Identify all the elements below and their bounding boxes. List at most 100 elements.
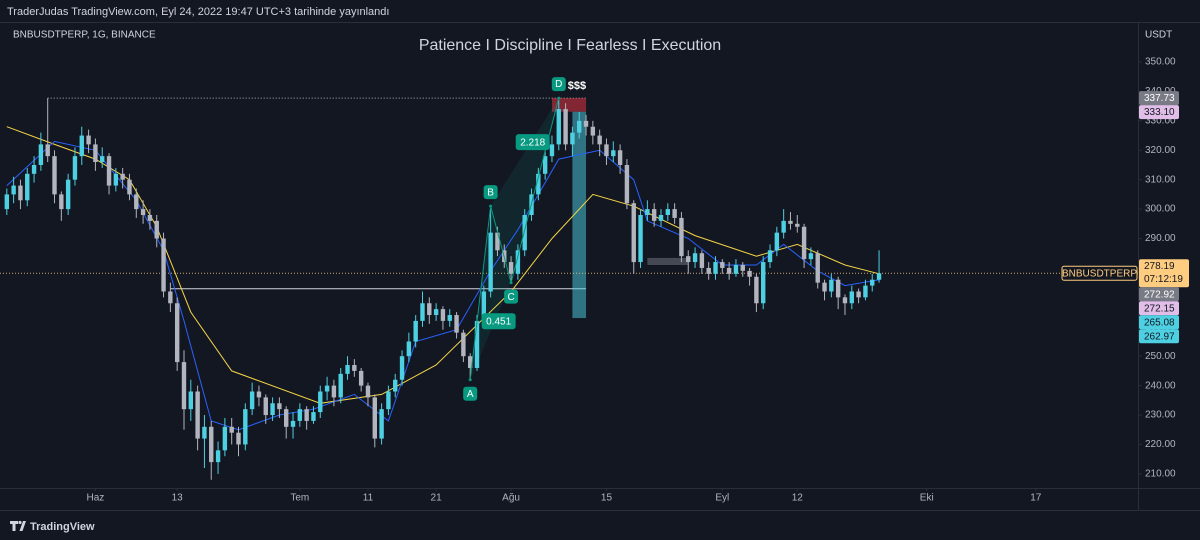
candle-body	[413, 320, 418, 342]
x-tick-label: 17	[1030, 493, 1042, 504]
zone-box	[647, 257, 689, 266]
ratio-label-box	[481, 313, 516, 330]
pattern-label: C	[507, 292, 514, 303]
x-tick-label: Haz	[87, 493, 105, 504]
candle-body	[86, 135, 91, 145]
candle-body	[202, 426, 207, 439]
zone-box	[572, 111, 587, 319]
candle-body	[79, 135, 84, 157]
candle-body	[393, 379, 398, 392]
candle-body	[65, 179, 71, 210]
plot-area	[0, 96, 1138, 480]
candle-body	[583, 120, 589, 127]
price-label-box	[1139, 91, 1179, 106]
candle-body	[467, 356, 473, 368]
x-tick-label: 21	[431, 493, 443, 504]
candle-body	[188, 391, 194, 410]
candle-body	[870, 279, 875, 286]
candle-body	[113, 173, 119, 186]
candle-body	[358, 370, 364, 386]
candle-body	[4, 194, 10, 210]
candle-body	[140, 209, 146, 215]
pattern-point	[489, 204, 493, 208]
candle-body	[181, 362, 187, 410]
candle-body	[440, 309, 446, 321]
pattern-point	[468, 378, 472, 382]
candle-body	[617, 150, 623, 165]
candle-body	[52, 156, 57, 195]
brand-icon	[10, 521, 26, 531]
candle-body	[829, 279, 834, 292]
y-tick-label: 310.00	[1145, 174, 1176, 185]
candle-body	[311, 412, 316, 421]
candle-body	[174, 303, 180, 363]
candle-body	[856, 291, 861, 298]
x-tick-label: 11	[363, 493, 374, 504]
candle-body	[863, 285, 868, 298]
candle-body	[38, 144, 44, 165]
pattern-label-box	[463, 386, 478, 401]
candle-body	[93, 144, 98, 163]
candle-body	[127, 179, 132, 195]
pattern-label: B	[487, 187, 494, 198]
ratio-label: 0.451	[486, 316, 511, 327]
candle-body	[215, 450, 221, 463]
price-label-box	[1139, 329, 1179, 344]
candle-body	[284, 409, 289, 427]
pattern-label-box	[504, 289, 519, 304]
price-label-box	[1139, 287, 1179, 302]
candle-body	[686, 256, 691, 263]
price-label: 337.73	[1144, 93, 1175, 104]
price-label-box	[1139, 301, 1179, 316]
candle-body	[795, 223, 800, 227]
candle-body	[379, 409, 384, 439]
candle-body	[59, 194, 64, 210]
candle-body	[134, 194, 139, 210]
candle-body	[331, 385, 337, 398]
pattern-point	[557, 96, 561, 100]
candle-body	[495, 232, 500, 251]
published-note: TraderJudas TradingView.com, Eyl 24, 202…	[7, 6, 389, 18]
x-tick-label: 15	[601, 493, 613, 504]
price-label: 262.97	[1144, 331, 1175, 342]
candle-body	[372, 397, 377, 439]
candle-body	[604, 144, 609, 157]
candle-body	[399, 356, 405, 380]
price-label: 265.08	[1144, 317, 1175, 328]
candle-body	[692, 253, 698, 263]
candle-body	[11, 185, 16, 195]
candle-body	[508, 262, 514, 274]
candle-body	[522, 214, 527, 251]
candle-body	[481, 291, 487, 321]
y-tick-label: 320.00	[1145, 145, 1176, 156]
candle-body	[542, 156, 548, 174]
symbol-info: BNBUSDTPERP, 1G, BINANCE	[13, 30, 156, 41]
candle-body	[570, 132, 575, 145]
candle-body	[815, 253, 820, 283]
price-label: 333.10	[1144, 107, 1175, 118]
candle-body	[106, 156, 112, 186]
candle-body	[699, 253, 705, 268]
candle-body	[447, 315, 452, 321]
candle-body	[761, 262, 766, 304]
candle-body	[304, 409, 309, 421]
y-tick-label: 300.00	[1145, 204, 1176, 215]
candle-body	[25, 173, 30, 201]
candle-body	[754, 276, 759, 304]
candle-body	[474, 320, 480, 368]
brand-name: TradingView	[30, 521, 95, 533]
candle-body	[420, 303, 425, 321]
brand-logo: TradingView	[10, 520, 95, 533]
y-tick-label: 240.00	[1145, 380, 1176, 391]
candle-body	[154, 220, 159, 239]
candle-body	[100, 156, 105, 163]
candle-body	[222, 426, 228, 451]
candle-body	[263, 397, 268, 416]
candle-body	[590, 126, 596, 136]
candle-body	[270, 403, 275, 416]
y-tick-label: 330.00	[1145, 115, 1176, 126]
candle-body	[209, 426, 214, 463]
pattern-label-box	[483, 185, 498, 200]
price-label: 272.15	[1144, 303, 1175, 314]
